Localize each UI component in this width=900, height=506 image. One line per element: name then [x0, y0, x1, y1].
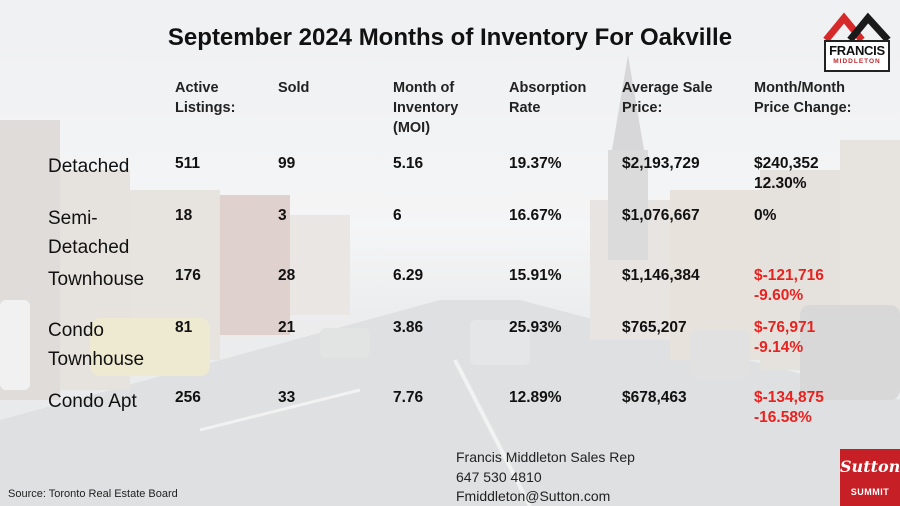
table-cell-moi: 7.76 [393, 389, 424, 406]
contact-phone: 647 530 4810 [456, 468, 542, 485]
sutton-logo-name: Sutton [840, 457, 900, 476]
sutton-logo: Sutton SUMMIT [840, 449, 900, 506]
table-cell-change: $-121,716 -9.60% [754, 267, 824, 304]
logo-name: FRANCIS [829, 43, 885, 58]
table-cell-change: $240,352 12.30% [754, 155, 819, 192]
row-label-townhouse: Townhouse [48, 269, 145, 290]
table-cell-moi: 6 [393, 207, 402, 224]
table-cell-absorption: 19.37% [509, 155, 562, 172]
table-cell-absorption: 12.89% [509, 389, 562, 406]
table-cell-price: $1,076,667 [622, 207, 700, 224]
table-cell-sold: 3 [278, 207, 287, 224]
logo-sub: MIDDLETON [833, 58, 881, 65]
table-cell-active: 256 [175, 389, 201, 406]
table-cell-sold: 28 [278, 267, 296, 284]
table-cell-active: 511 [175, 155, 201, 172]
table-cell-change: $-76,971 -9.14% [754, 319, 816, 356]
contact-block: Francis Middleton Sales Rep 647 530 4810… [456, 448, 635, 506]
table-cell-moi: 3.86 [393, 319, 424, 336]
table-cell-active: 176 [175, 267, 201, 284]
table-cell-sold: 21 [278, 319, 296, 336]
header-price-change: Month/Month Price Change: [754, 80, 852, 116]
table-cell-moi: 6.29 [393, 267, 424, 284]
table-cell-change: $-134,875 -16.58% [754, 389, 824, 426]
table-cell-absorption: 16.67% [509, 207, 562, 224]
table-cell-active: 18 [175, 207, 193, 224]
table-cell-price: $678,463 [622, 389, 687, 406]
table-cell-sold: 33 [278, 389, 296, 406]
row-label-semi-detached: Semi- Detached [48, 208, 130, 258]
header-absorption-rate: Absorption Rate [509, 80, 587, 116]
table-cell-price: $2,193,729 [622, 155, 700, 172]
sutton-logo-sub: SUMMIT [850, 487, 890, 497]
table-cell-price: $1,146,384 [622, 267, 700, 284]
table-cell-price: $765,207 [622, 319, 687, 336]
page-title: September 2024 Months of Inventory For O… [167, 24, 733, 51]
contact-email: Fmiddleton@Sutton.com [456, 488, 611, 504]
contact-name: Francis Middleton Sales Rep [456, 449, 635, 465]
table-cell-absorption: 15.91% [509, 267, 562, 284]
table-cell-absorption: 25.93% [509, 319, 562, 336]
header-months-of-inventory: Month of Inventory (MOI) [393, 80, 459, 136]
row-label-condo-apt: Condo Apt [48, 391, 137, 412]
table-cell-moi: 5.16 [393, 155, 424, 172]
header-sold: Sold [278, 80, 310, 96]
francis-middleton-logo: FRANCIS MIDDLETON [822, 10, 892, 72]
table-cell-sold: 99 [278, 155, 296, 172]
house-roof-icon [823, 12, 891, 42]
table-cell-change: 0% [754, 207, 777, 224]
table-cell-active: 81 [175, 319, 193, 336]
header-active-listings: Active Listings: [175, 80, 236, 116]
row-label-condo-townhouse: Condo Townhouse [48, 320, 145, 370]
source-note: Source: Toronto Real Estate Board [8, 488, 178, 500]
row-label-detached: Detached [48, 156, 130, 177]
header-average-sale-price: Average Sale Price: [622, 80, 713, 116]
